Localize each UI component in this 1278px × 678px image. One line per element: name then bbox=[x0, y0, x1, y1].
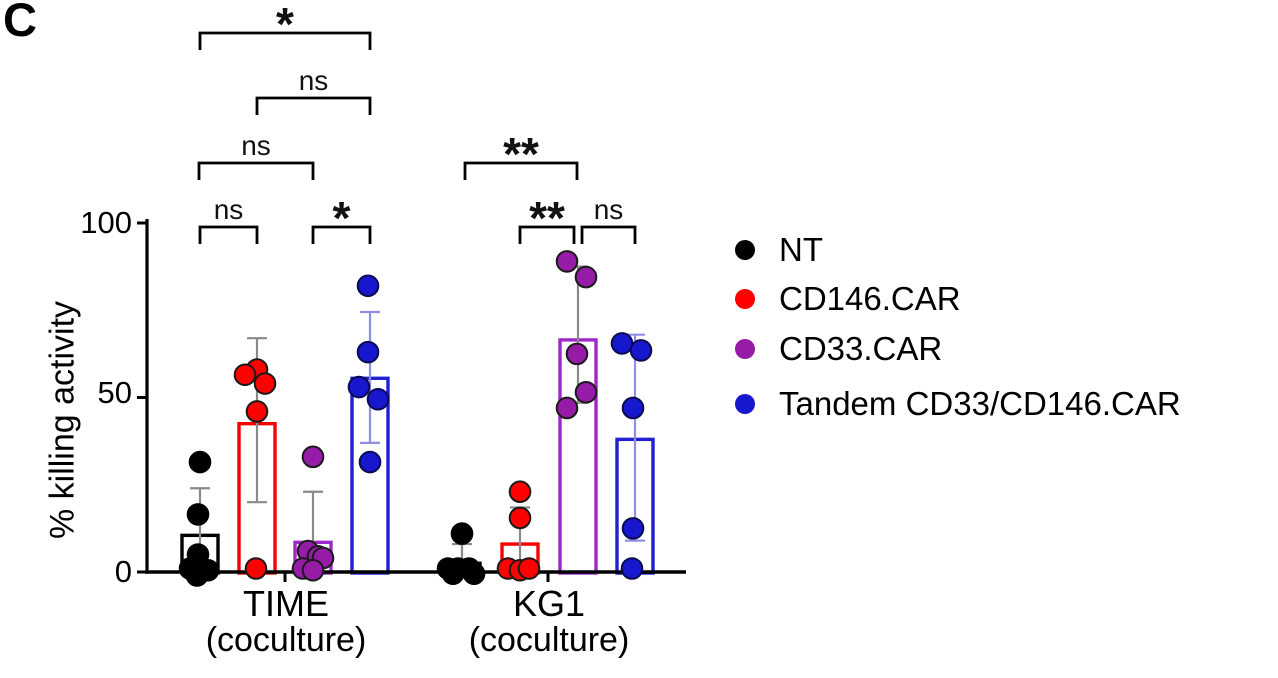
sig-bracket bbox=[255, 96, 372, 115]
legend-row-tandem: Tandem CD33/CD146.CAR bbox=[735, 385, 1181, 423]
y-tick-label-50: 50 bbox=[97, 375, 132, 410]
data-point-NT bbox=[462, 562, 486, 586]
sig-bracket bbox=[518, 225, 576, 244]
sig-label: ns bbox=[214, 194, 244, 225]
sig-bracket bbox=[198, 31, 372, 50]
data-point-Tandem CD33/CD146.CAR bbox=[347, 375, 371, 399]
data-point-Tandem CD33/CD146.CAR bbox=[629, 339, 653, 362]
data-point-NT bbox=[450, 522, 474, 545]
data-point-Tandem CD33/CD146.CAR bbox=[356, 274, 380, 298]
sig-label: ** bbox=[529, 192, 565, 244]
sig-label: * bbox=[276, 0, 294, 50]
legend-dot-cd146-icon bbox=[735, 289, 755, 309]
data-point-CD33.CAR bbox=[301, 445, 325, 469]
data-point-CD33.CAR bbox=[574, 380, 598, 404]
sig-label: ns bbox=[299, 65, 329, 96]
sig-label: ns bbox=[594, 194, 624, 225]
sig-bracket bbox=[197, 161, 315, 180]
sig-label: ns bbox=[241, 130, 271, 161]
data-point-CD146.CAR bbox=[244, 557, 268, 580]
data-point-CD33.CAR bbox=[565, 342, 589, 366]
data-point-Tandem CD33/CD146.CAR bbox=[358, 450, 382, 474]
legend-dot-nt-icon bbox=[735, 240, 755, 260]
legend-label-cd33: CD33.CAR bbox=[779, 330, 943, 367]
legend-dot-tandem-icon bbox=[735, 394, 755, 414]
legend-row-cd33: CD33.CAR bbox=[735, 330, 942, 368]
sig-bracket bbox=[311, 225, 372, 244]
group-label-kg1-line2: (coculture) bbox=[468, 621, 630, 659]
legend-label-tandem: Tandem CD33/CD146.CAR bbox=[779, 385, 1181, 422]
data-point-CD33.CAR bbox=[574, 265, 598, 289]
data-point-Tandem CD33/CD146.CAR bbox=[610, 332, 634, 355]
data-point-CD33.CAR bbox=[301, 558, 325, 582]
data-point-NT bbox=[186, 503, 210, 526]
legend-label-nt: NT bbox=[779, 231, 823, 268]
data-point-CD146.CAR bbox=[245, 400, 269, 423]
data-point-Tandem CD33/CD146.CAR bbox=[356, 340, 380, 364]
sig-bracket bbox=[463, 161, 579, 180]
sig-label: * bbox=[333, 192, 351, 244]
data-point-NT bbox=[185, 564, 209, 587]
data-point-Tandem CD33/CD146.CAR bbox=[621, 517, 645, 540]
group-label-time-line1: TIME bbox=[243, 583, 329, 624]
sig-bracket bbox=[198, 225, 259, 244]
data-point-CD146.CAR bbox=[233, 363, 257, 387]
data-point-CD146.CAR bbox=[253, 372, 277, 395]
group-label-time-line2: (coculture) bbox=[205, 621, 367, 659]
y-tick-label-0: 0 bbox=[114, 554, 132, 589]
sig-label: ** bbox=[503, 128, 539, 180]
data-point-CD146.CAR bbox=[508, 480, 532, 504]
data-point-Tandem CD33/CD146.CAR bbox=[620, 557, 644, 580]
data-point-CD33.CAR bbox=[555, 250, 579, 273]
data-point-CD146.CAR bbox=[508, 506, 532, 530]
data-point-Tandem CD33/CD146.CAR bbox=[621, 396, 645, 420]
y-axis-title: % killing activity bbox=[43, 300, 82, 540]
panel-label: C bbox=[3, 0, 37, 46]
legend-dot-cd33-icon bbox=[735, 339, 755, 359]
legend-row-nt: NT bbox=[735, 231, 823, 269]
data-point-Tandem CD33/CD146.CAR bbox=[366, 387, 390, 411]
legend-label-cd146: CD146.CAR bbox=[779, 280, 961, 317]
data-point-NT bbox=[188, 450, 212, 474]
sig-bracket bbox=[580, 225, 637, 244]
data-point-CD33.CAR bbox=[555, 396, 579, 420]
data-point-NT bbox=[441, 562, 465, 586]
y-tick-label-100: 100 bbox=[80, 205, 132, 240]
legend-row-cd146: CD146.CAR bbox=[735, 280, 961, 318]
group-label-kg1-line1: KG1 bbox=[512, 583, 586, 624]
data-point-CD146.CAR bbox=[517, 557, 541, 580]
